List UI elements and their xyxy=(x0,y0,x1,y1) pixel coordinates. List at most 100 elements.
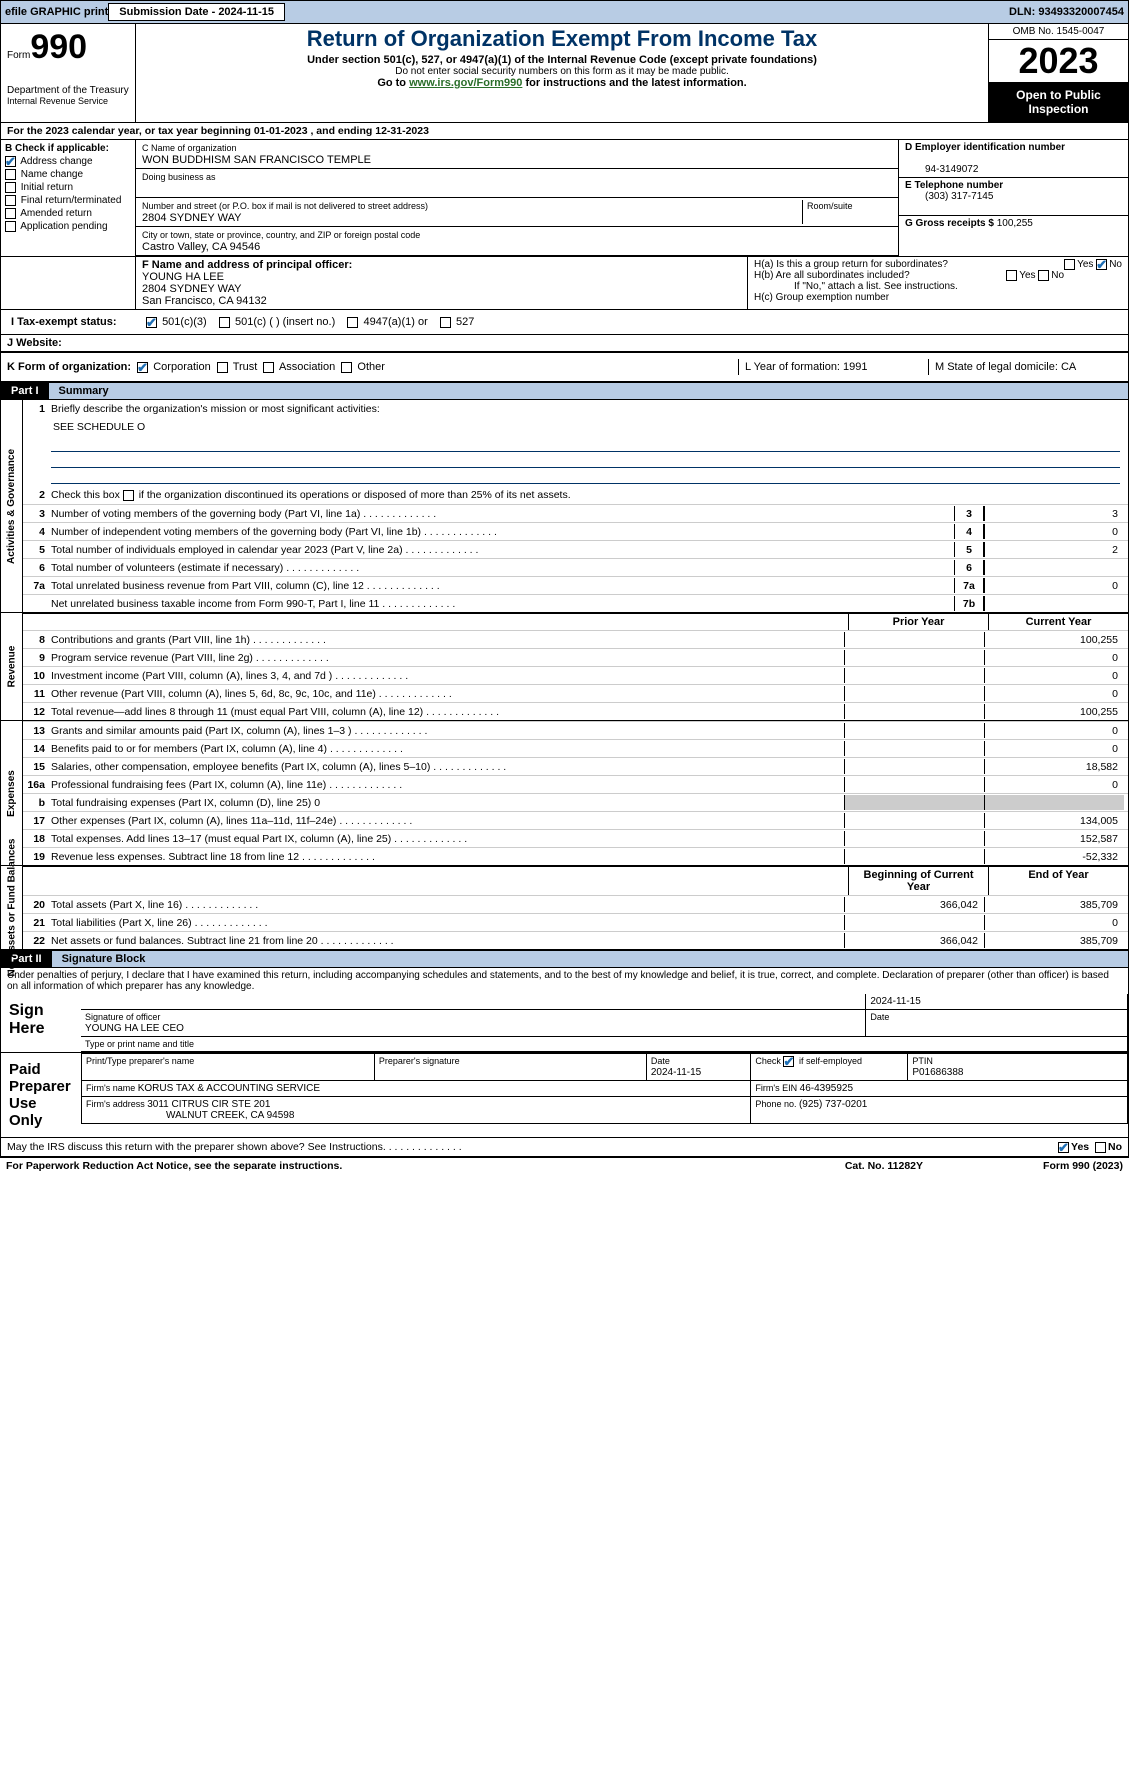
line-2-checkbox[interactable] xyxy=(123,490,134,501)
box-b-item-label: Amended return xyxy=(20,208,92,219)
prep-date: 2024-11-15 xyxy=(651,1067,701,1078)
prior-value xyxy=(844,704,984,719)
line-text: Grants and similar amounts paid (Part IX… xyxy=(51,725,844,737)
ssn-warning: Do not enter social security numbers on … xyxy=(144,66,980,77)
box-b-checkbox[interactable] xyxy=(5,195,16,206)
current-value: 0 xyxy=(984,650,1124,665)
org-name-label: C Name of organization xyxy=(142,143,237,153)
row-klm: K Form of organization: Corporation Trus… xyxy=(0,352,1129,382)
hb-yes-checkbox[interactable] xyxy=(1006,270,1017,281)
ha-yes-checkbox[interactable] xyxy=(1064,259,1075,270)
ha-no-checkbox[interactable] xyxy=(1096,259,1107,270)
beg-value: 366,042 xyxy=(844,933,984,948)
ein-value: 94-3149072 xyxy=(905,164,978,175)
form-subtitle: Under section 501(c), 527, or 4947(a)(1)… xyxy=(144,54,980,66)
h-c-label: H(c) Group exemption number xyxy=(754,292,1122,303)
line-text: Contributions and grants (Part VIII, lin… xyxy=(51,634,844,646)
prior-year-header: Prior Year xyxy=(848,614,988,630)
h-a-label: H(a) Is this a group return for subordin… xyxy=(754,259,948,270)
ein-label: D Employer identification number xyxy=(905,142,1065,153)
gross-receipts-label: G Gross receipts $ xyxy=(905,218,994,229)
tax-status-checkbox[interactable] xyxy=(440,317,451,328)
part-ii-title: Signature Block xyxy=(52,951,1128,967)
prior-value xyxy=(844,795,984,810)
open-inspection: Open to Public Inspection xyxy=(989,82,1128,122)
line-j-label: J Website: xyxy=(7,337,62,349)
hb-no-checkbox[interactable] xyxy=(1038,270,1049,281)
box-b-checkbox[interactable] xyxy=(5,182,16,193)
line-m: M State of legal domicile: CA xyxy=(928,359,1128,375)
prior-value xyxy=(844,632,984,647)
form-org-checkbox[interactable] xyxy=(341,362,352,373)
end-value: 385,709 xyxy=(984,897,1124,912)
prep-date-label: Date xyxy=(651,1056,670,1066)
box-b-checkbox[interactable] xyxy=(5,221,16,232)
submission-date-button[interactable]: Submission Date - 2024-11-15 xyxy=(108,3,285,21)
dept-treasury: Department of the Treasury xyxy=(7,85,129,96)
revenue-section: Revenue Prior YearCurrent Year 8Contribu… xyxy=(0,613,1129,721)
city-label: City or town, state or province, country… xyxy=(142,230,420,240)
form-org-label: Trust xyxy=(233,361,258,373)
form-org-checkbox[interactable] xyxy=(217,362,228,373)
box-b-checkbox[interactable] xyxy=(5,156,16,167)
line-text: Investment income (Part VIII, column (A)… xyxy=(51,670,844,682)
mission-blank-line xyxy=(51,470,1120,484)
current-value: -52,332 xyxy=(984,849,1124,864)
line-2-text: Check this box xyxy=(51,489,123,501)
room-label: Room/suite xyxy=(807,201,853,211)
officer-name: YOUNG HA LEE xyxy=(142,271,224,283)
part-i-header: Part I Summary xyxy=(0,382,1129,400)
line-1-label: Briefly describe the organization's miss… xyxy=(51,403,1124,415)
form-org-checkbox[interactable] xyxy=(263,362,274,373)
form-org-checkbox[interactable] xyxy=(137,362,148,373)
mission-blank-line xyxy=(51,454,1120,468)
box-b-item-label: Final return/terminated xyxy=(21,195,122,206)
h-b-label: H(b) Are all subordinates included? xyxy=(754,270,910,281)
expenses-section: Expenses 13Grants and similar amounts pa… xyxy=(0,721,1129,866)
firm-name: KORUS TAX & ACCOUNTING SERVICE xyxy=(138,1083,320,1094)
beg-value xyxy=(844,915,984,930)
officer-sig-name: YOUNG HA LEE CEO xyxy=(85,1023,184,1034)
form-title: Return of Organization Exempt From Incom… xyxy=(144,26,980,52)
form-org-label: Other xyxy=(357,361,385,373)
current-value: 134,005 xyxy=(984,813,1124,828)
line-text: Number of independent voting members of … xyxy=(51,526,954,538)
form-label: Form xyxy=(7,50,30,61)
form990-link[interactable]: www.irs.gov/Form990 xyxy=(409,77,522,89)
prior-value xyxy=(844,813,984,828)
current-value xyxy=(984,795,1124,810)
discuss-text: May the IRS discuss this return with the… xyxy=(7,1141,386,1153)
perjury-text: Under penalties of perjury, I declare th… xyxy=(0,968,1129,994)
line-text: Total unrelated business revenue from Pa… xyxy=(51,580,954,592)
self-employed-checkbox[interactable] xyxy=(783,1056,794,1067)
h-b-note: If "No," attach a list. See instructions… xyxy=(754,281,1122,292)
line-value: 2 xyxy=(984,542,1124,557)
end-value: 0 xyxy=(984,915,1124,930)
line-value: 3 xyxy=(984,506,1124,521)
sign-here-block: Sign Here 2024-11-15 Signature of office… xyxy=(0,994,1129,1053)
topbar: efile GRAPHIC print Submission Date - 20… xyxy=(0,0,1129,24)
discuss-no-checkbox[interactable] xyxy=(1095,1142,1106,1153)
line-k-label: K Form of organization: xyxy=(7,361,131,373)
paid-preparer-label: Paid Preparer Use Only xyxy=(1,1053,81,1137)
line-i-label: I Tax-exempt status: xyxy=(11,316,117,328)
tax-status-checkbox[interactable] xyxy=(219,317,230,328)
beg-value: 366,042 xyxy=(844,897,984,912)
box-b-checkbox[interactable] xyxy=(5,169,16,180)
line-box: 4 xyxy=(954,524,984,539)
prior-value xyxy=(844,686,984,701)
header-block-b-g: B Check if applicable: Address change Na… xyxy=(0,140,1129,256)
form-org-label: Corporation xyxy=(153,361,210,373)
box-b-checkbox[interactable] xyxy=(5,208,16,219)
line-value: 0 xyxy=(984,578,1124,593)
line-text: Other revenue (Part VIII, column (A), li… xyxy=(51,688,844,700)
discuss-yes-checkbox[interactable] xyxy=(1058,1142,1069,1153)
ptin-value: P01686388 xyxy=(912,1067,963,1078)
box-b-item-label: Application pending xyxy=(20,221,107,232)
tax-status-checkbox[interactable] xyxy=(347,317,358,328)
tax-status-checkbox[interactable] xyxy=(146,317,157,328)
goto-suffix: for instructions and the latest informat… xyxy=(522,77,746,89)
form-number: 990 xyxy=(30,28,87,66)
current-value: 0 xyxy=(984,668,1124,683)
org-name: WON BUDDHISM SAN FRANCISCO TEMPLE xyxy=(142,154,371,166)
